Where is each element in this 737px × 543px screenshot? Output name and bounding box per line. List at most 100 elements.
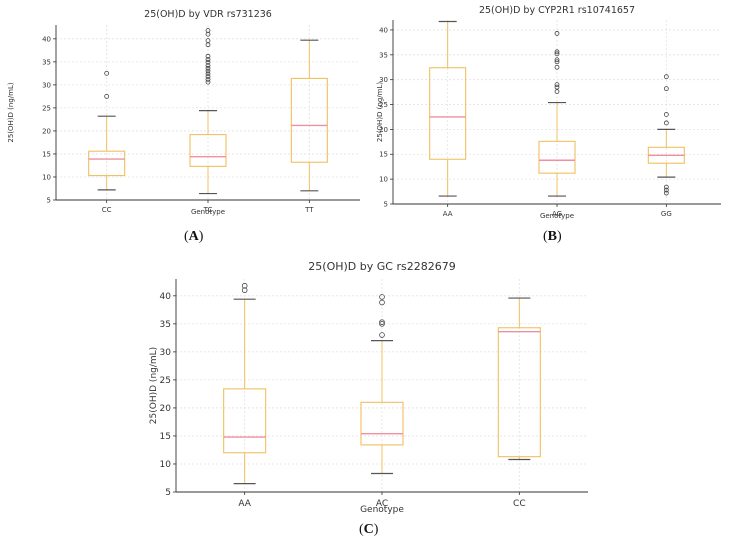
y-tick-label: 15 bbox=[160, 432, 171, 442]
x-tick-label-cc: CC bbox=[513, 499, 526, 509]
y-axis-label: 25(OH)D (ng/mL) bbox=[7, 82, 15, 142]
y-tick-label: 5 bbox=[165, 488, 171, 498]
outlier-point bbox=[379, 332, 385, 338]
chart-title: 25(OH)D by GC rs2282679 bbox=[308, 260, 455, 273]
outlier-point bbox=[379, 319, 385, 325]
chart-c: 5 10 15 20 25 30 35 40 AA AC CC 25(OH)D by GC rs228… bbox=[149, 260, 588, 515]
y-tick-label: 10 bbox=[379, 176, 388, 184]
box-iqr bbox=[429, 67, 467, 160]
x-axis-label: Genotype bbox=[360, 505, 404, 515]
x-tick-label-aa: AA bbox=[238, 499, 251, 509]
chart-a: 5 10 15 20 25 30 35 40 CC TC TT 25(OH)D by VDR rs73… bbox=[7, 9, 360, 216]
outlier-point bbox=[205, 59, 211, 65]
y-tick-label: 5 bbox=[47, 196, 51, 204]
panel-label-b: (B) bbox=[543, 229, 562, 244]
chart-title: 25(OH)D by VDR rs731236 bbox=[144, 9, 272, 20]
outlier-point bbox=[554, 82, 560, 88]
y-tick-label: 10 bbox=[160, 460, 172, 470]
box-group-cc bbox=[88, 70, 126, 191]
x-tick-label-aa: AA bbox=[443, 210, 453, 218]
outlier-point bbox=[205, 53, 211, 59]
box-group-cc bbox=[497, 297, 541, 461]
outlier-point bbox=[104, 93, 110, 99]
y-tick-label: 15 bbox=[379, 151, 388, 159]
box-group-gg bbox=[647, 74, 685, 196]
outlier-point bbox=[241, 282, 248, 289]
box-iqr bbox=[290, 77, 328, 163]
box-iqr bbox=[88, 150, 126, 177]
outlier-point bbox=[379, 294, 385, 300]
y-tick-label: 20 bbox=[379, 126, 388, 134]
outlier-point bbox=[205, 57, 211, 62]
y-tick-label: 40 bbox=[160, 292, 172, 302]
x-axis-label: Genotype bbox=[540, 212, 574, 220]
outlier-point bbox=[205, 76, 211, 82]
outlier-point bbox=[663, 190, 669, 196]
y-tick-label: 20 bbox=[42, 127, 51, 135]
box-group-ac bbox=[360, 294, 404, 475]
y-tick-label: 35 bbox=[160, 320, 171, 330]
box-group-tt bbox=[290, 39, 328, 192]
outlier-point bbox=[379, 321, 385, 327]
y-tick-label: 30 bbox=[160, 348, 172, 358]
outlier-point bbox=[205, 28, 211, 33]
y-tick-label: 10 bbox=[42, 173, 51, 181]
outlier-point bbox=[379, 299, 385, 306]
outlier-point bbox=[554, 31, 560, 36]
outlier-point bbox=[205, 68, 211, 74]
y-tick-label: 30 bbox=[42, 81, 51, 89]
box-group-aa bbox=[223, 282, 267, 485]
outlier-point bbox=[554, 89, 560, 95]
box-iqr bbox=[538, 140, 576, 174]
y-tick-label: 30 bbox=[379, 76, 388, 84]
y-tick-label: 15 bbox=[42, 150, 51, 158]
outlier-point bbox=[205, 38, 211, 44]
outlier-point bbox=[663, 112, 669, 117]
outlier-point bbox=[554, 84, 560, 90]
outlier-point bbox=[554, 64, 560, 70]
x-tick-label-ac: AC bbox=[376, 499, 388, 509]
x-tick-label-tc: TC bbox=[203, 206, 213, 214]
outlier-point bbox=[554, 51, 560, 57]
outlier-point bbox=[205, 71, 211, 77]
x-tick-label-cc: CC bbox=[102, 206, 112, 214]
y-axis-label: 25(OH)D (ng/mL) bbox=[149, 347, 159, 424]
outlier-point bbox=[205, 79, 211, 85]
outlier-point bbox=[554, 49, 560, 55]
y-tick-label: 5 bbox=[384, 200, 388, 208]
y-tick-label: 40 bbox=[379, 26, 388, 34]
outlier-point bbox=[554, 59, 560, 65]
outlier-point bbox=[205, 65, 211, 71]
outlier-point bbox=[663, 86, 669, 92]
y-tick-label: 20 bbox=[160, 404, 172, 414]
box-iqr bbox=[497, 327, 541, 458]
outlier-point bbox=[663, 74, 669, 80]
outlier-point bbox=[663, 120, 669, 126]
chart-title: 25(OH)D by CYP2R1 rs10741657 bbox=[479, 5, 635, 16]
box-group-aa bbox=[429, 20, 467, 197]
y-tick-label: 35 bbox=[42, 58, 51, 66]
outlier-point bbox=[205, 74, 211, 79]
x-tick-label-tt: TT bbox=[304, 206, 314, 214]
panel-label-c: (C) bbox=[359, 522, 379, 537]
y-tick-label: 25 bbox=[379, 101, 388, 109]
outlier-point bbox=[663, 184, 669, 190]
box-iqr bbox=[189, 134, 227, 167]
y-tick-label: 40 bbox=[42, 35, 51, 43]
chart-b: 5 10 15 20 25 30 35 40 AA AG GG 25(OH)D by CYP2R1 r… bbox=[376, 5, 721, 220]
y-axis-label: 25(OH)D (ng/mL) bbox=[376, 82, 384, 142]
box-group-ag bbox=[538, 31, 576, 197]
x-tick-label-gg: GG bbox=[661, 210, 672, 218]
panel-label-a: (A) bbox=[184, 229, 204, 244]
x-axis-label: Genotype bbox=[191, 208, 225, 216]
outlier-point bbox=[205, 63, 211, 68]
y-tick-label: 35 bbox=[379, 51, 388, 59]
box-iqr bbox=[223, 388, 267, 454]
x-tick-label-ag: AG bbox=[552, 210, 562, 218]
outlier-point bbox=[554, 57, 560, 63]
y-tick-label: 25 bbox=[42, 104, 51, 112]
box-group-tc bbox=[189, 28, 227, 195]
y-tick-label: 25 bbox=[160, 376, 171, 386]
outlier-point bbox=[104, 70, 110, 76]
